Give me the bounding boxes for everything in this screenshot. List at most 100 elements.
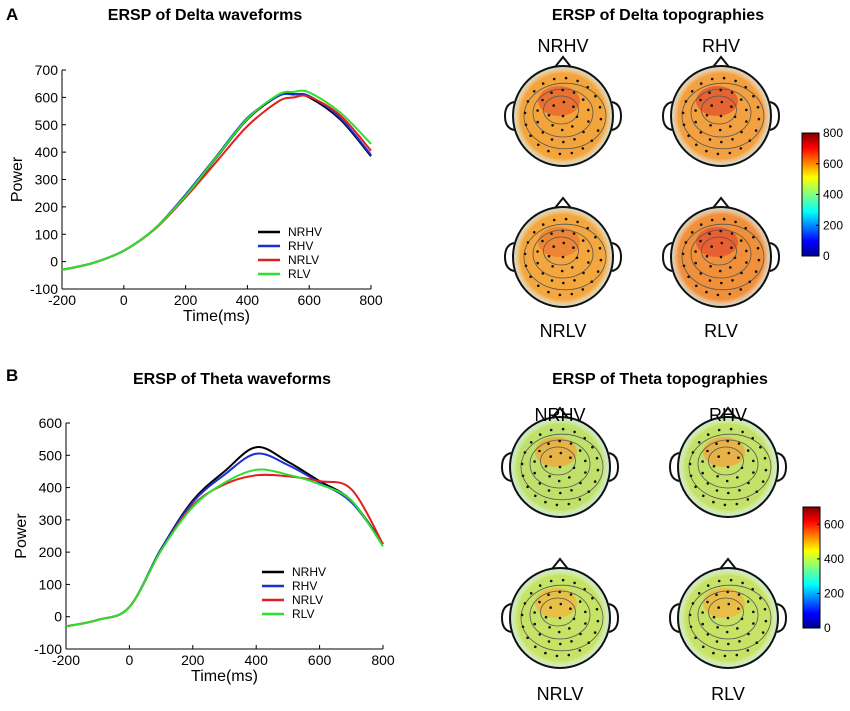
electrode — [523, 451, 527, 454]
electrode — [715, 489, 719, 492]
colorbar-tick-label: 800 — [823, 126, 843, 140]
electrode — [730, 246, 733, 249]
electrode — [699, 239, 702, 243]
electrode — [708, 138, 712, 141]
electrode — [572, 246, 575, 249]
electrode — [526, 636, 529, 640]
electrode — [712, 615, 716, 619]
electrode — [719, 229, 722, 233]
electrode — [598, 246, 602, 250]
electrode — [569, 607, 572, 610]
topomap-nrlv: NRLV — [500, 557, 620, 704]
electrode — [730, 232, 734, 235]
electrode — [572, 617, 576, 621]
topomap-label-rhv: RHV — [702, 36, 740, 56]
electrode — [715, 593, 718, 596]
nose — [551, 406, 569, 419]
electrode — [745, 120, 748, 123]
left-ear — [503, 242, 515, 272]
colorbar-tick-label: 0 — [824, 621, 831, 635]
electrode — [737, 607, 740, 610]
y-tick-label: 100 — [39, 576, 63, 592]
delta-waveform-title: ERSP of Delta waveforms — [108, 7, 303, 24]
theta-colorbar: 0 200 400 600 — [802, 506, 844, 635]
electrode — [576, 220, 579, 224]
y-axis-label: Power — [13, 513, 30, 559]
electrode — [598, 105, 602, 109]
right-ear — [611, 101, 623, 131]
electrode — [587, 108, 590, 112]
electrode — [547, 489, 551, 492]
y-tick-label: 200 — [39, 544, 63, 560]
electrode — [739, 147, 743, 150]
electrode — [576, 79, 579, 83]
electrode — [745, 108, 748, 112]
theta-topography-title: ERSP of Theta topographies — [552, 371, 768, 388]
electrode — [754, 270, 758, 273]
electrode — [755, 490, 759, 494]
electrode — [751, 436, 754, 440]
electrode — [573, 430, 576, 434]
electrode — [682, 123, 686, 127]
electrode — [726, 616, 730, 620]
electrode — [587, 490, 591, 494]
electrode — [736, 476, 739, 479]
electrode — [748, 280, 752, 284]
electrode — [557, 630, 561, 634]
electrode — [729, 125, 732, 128]
electrode — [572, 466, 576, 470]
electrode — [725, 479, 729, 483]
delta-waveform-chart: -100 0 100 200 300 400 500 600 700 -200 0 200 400 600… — [9, 62, 383, 325]
electrode — [572, 232, 576, 235]
electrode — [587, 641, 591, 644]
electrode — [581, 147, 585, 150]
electrode — [752, 459, 755, 463]
electrode — [728, 151, 732, 155]
electrode — [558, 152, 562, 156]
electrode — [541, 272, 545, 275]
electrode — [701, 611, 704, 614]
electrode — [688, 613, 692, 617]
legend-label-nrlv: NRLV — [292, 593, 323, 607]
left-ear — [661, 101, 673, 131]
electrode — [705, 290, 708, 294]
topomap-rlv: RLV — [661, 196, 781, 341]
x-tick-label: 600 — [298, 292, 322, 308]
electrode — [557, 479, 561, 483]
electrode — [560, 128, 564, 132]
y-tick-label: 100 — [35, 226, 59, 242]
topomap-label-rlv: RLV — [704, 321, 738, 341]
electrode — [549, 455, 552, 458]
electrode — [726, 465, 730, 469]
electrode — [569, 456, 572, 460]
electrode — [682, 264, 686, 268]
electrode — [694, 109, 697, 112]
colorbar-tick-label: 200 — [824, 586, 844, 600]
nose — [712, 55, 730, 68]
x-tick-label: -200 — [48, 292, 76, 308]
electrode — [578, 498, 582, 501]
electrode — [596, 619, 600, 623]
series-line-rlv — [65, 468, 384, 628]
electrode — [694, 485, 697, 489]
topomap-label-nrhv: NRHV — [537, 36, 588, 56]
electrode — [712, 651, 715, 655]
electrode — [552, 104, 555, 107]
electrode — [532, 231, 536, 234]
electrode — [591, 445, 594, 449]
electrode — [533, 611, 536, 614]
electrode — [759, 445, 762, 449]
theta-topographies: NRHV RHV NRLV RLV — [500, 405, 788, 704]
electrode — [702, 494, 705, 498]
electrode — [541, 131, 545, 134]
colorbar-scale — [802, 506, 821, 629]
electrode — [694, 261, 697, 265]
electrode — [695, 284, 698, 288]
electrode — [741, 581, 744, 585]
electrode — [729, 578, 733, 582]
topomap-rhv: RHV — [668, 405, 788, 518]
electrode — [570, 151, 574, 155]
electrode — [681, 252, 685, 256]
electrode — [562, 281, 565, 285]
